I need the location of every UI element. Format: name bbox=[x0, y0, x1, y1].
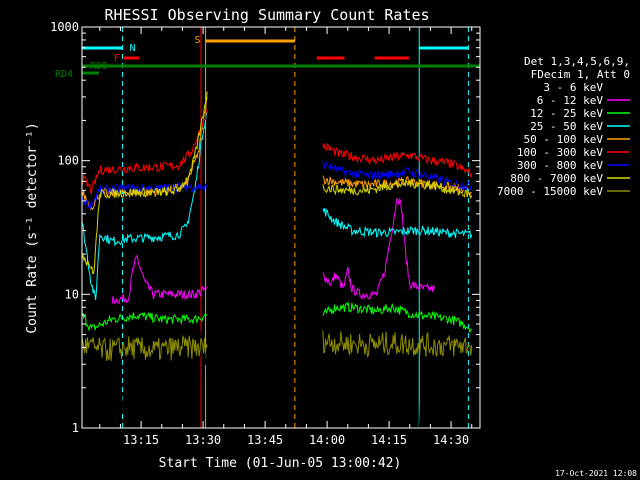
series-line-5-segment-2 bbox=[322, 175, 472, 198]
legend-entry-3: 12 - 25 keV bbox=[530, 107, 603, 120]
legend-entry-6: 100 - 300 keV bbox=[517, 146, 603, 159]
series-line-1-segment-2 bbox=[322, 172, 423, 428]
y-tick-label-1: 1 bbox=[72, 421, 79, 435]
y-axis-label: Count Rate (s⁻¹ detector⁻¹) bbox=[25, 122, 40, 333]
y-tick-label-4: 1000 bbox=[50, 20, 79, 34]
x-tick-label-6: 14:30 bbox=[433, 433, 469, 447]
series-line-2-segment-1 bbox=[111, 254, 208, 305]
x-axis-label: Start Time (01-Jun-05 13:00:42) bbox=[159, 456, 402, 471]
plot-frame bbox=[81, 26, 481, 429]
x-tick-label-5: 14:15 bbox=[371, 433, 407, 447]
y-tick-label-2: 10 bbox=[65, 287, 79, 301]
series-line-4-segment-2 bbox=[322, 207, 473, 239]
legend-entry-1: 3 - 6 keV bbox=[543, 81, 603, 94]
x-tick-label-4: 14:00 bbox=[309, 433, 345, 447]
series-line-3-segment-2 bbox=[322, 301, 472, 333]
flag-label-f: F bbox=[114, 53, 120, 64]
flag-label-n: N bbox=[129, 43, 135, 54]
legend-entry-4: 25 - 50 keV bbox=[530, 120, 603, 133]
y-tick-label-3: 100 bbox=[57, 154, 79, 168]
series-line-2-segment-2 bbox=[322, 197, 435, 301]
timestamp: 17-Oct-2021 12:08 bbox=[555, 469, 637, 478]
flag-label-s: S bbox=[195, 35, 201, 46]
legend: Det 1,3,4,5,6,9, FDecim 1, Att 0 3 - 6 k… bbox=[497, 55, 630, 198]
legend-entry-2: 6 - 12 keV bbox=[537, 94, 604, 107]
legend-entry-5: 50 - 100 keV bbox=[524, 133, 604, 146]
x-tick-label-1: 13:15 bbox=[123, 433, 159, 447]
legend-entry-7: 300 - 800 keV bbox=[517, 159, 603, 172]
x-tick-label-2: 13:30 bbox=[185, 433, 221, 447]
plot-area bbox=[82, 27, 480, 428]
legend-entry-9: 7000 - 15000 keV bbox=[497, 185, 603, 198]
flag-label-rd4: RD4 bbox=[55, 69, 73, 80]
series-line-9-segment-2 bbox=[322, 330, 473, 358]
axes: 13:15 13:30 13:45 14:00 14:15 14:30 1 10 100 1000 bbox=[50, 20, 481, 447]
series-line-8-segment-1 bbox=[82, 91, 208, 275]
series-line-6-segment-1 bbox=[82, 108, 208, 196]
series-line-1-segment-1 bbox=[97, 286, 208, 428]
chart-title: RHESSI Observing Summary Count Rates bbox=[104, 6, 429, 24]
series-line-7-segment-2 bbox=[322, 160, 473, 191]
series-line-6-segment-2 bbox=[322, 142, 473, 178]
legend-header-line-2: FDecim 1, Att 0 bbox=[531, 68, 630, 81]
series-line-8-segment-2 bbox=[322, 178, 473, 200]
legend-entry-8: 800 - 7000 keV bbox=[510, 172, 603, 185]
series-line-9-segment-1 bbox=[82, 334, 208, 361]
x-tick-label-3: 13:45 bbox=[247, 433, 283, 447]
series-line-3-segment-1 bbox=[82, 311, 208, 332]
flag-label-rd9: RD9 bbox=[90, 61, 108, 72]
series-line-4-segment-1 bbox=[82, 112, 208, 300]
legend-header-line-1: Det 1,3,4,5,6,9, bbox=[524, 55, 630, 68]
